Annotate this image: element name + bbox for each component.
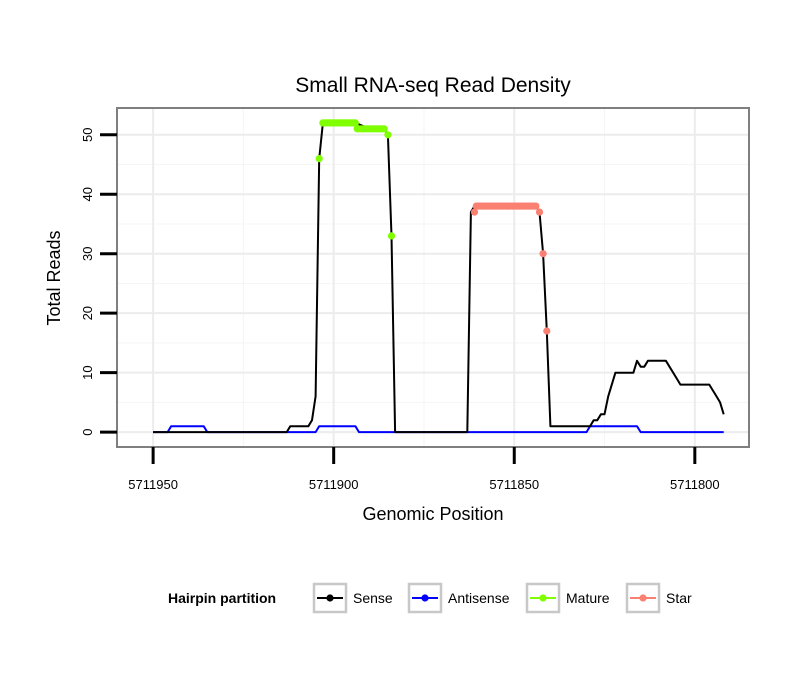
data-point-star: [470, 208, 479, 216]
data-point-star: [535, 208, 544, 216]
x-tick-label: 5711900: [309, 477, 359, 492]
y-tick-label: 20: [80, 306, 95, 320]
legend-title: Hairpin partition: [168, 590, 276, 606]
plot-panel: [117, 108, 749, 447]
x-axis-label: Genomic Position: [362, 504, 503, 524]
grid: [117, 108, 749, 447]
x-tick-label: 5711950: [128, 477, 178, 492]
legend-key-marker: [639, 594, 647, 602]
data-point-mature: [351, 119, 359, 127]
legend-item-mature: Mature: [525, 582, 610, 614]
y-tick-label: 10: [80, 365, 95, 379]
plot-border: [116, 107, 750, 448]
legend-label: Sense: [353, 590, 393, 606]
legend-key-marker: [539, 594, 547, 602]
y-tick-label: 40: [80, 187, 95, 201]
legend-label: Antisense: [448, 590, 510, 606]
y-axis: 0 10 20 30 40 50: [80, 128, 117, 436]
legend-key-marker: [326, 594, 334, 602]
data-point-mature: [384, 131, 392, 139]
x-axis: 5711950 5711900 5711850 5711800: [128, 447, 720, 492]
x-tick-label: 5711800: [670, 477, 720, 492]
data-point-mature: [315, 155, 323, 163]
legend-key-marker: [421, 594, 429, 602]
legend-item-star: Star: [625, 582, 692, 614]
y-tick-label: 0: [80, 429, 95, 436]
chart-title: Small RNA-seq Read Density: [295, 74, 571, 97]
data-point-star: [532, 202, 540, 210]
x-tick-label: 5711850: [489, 477, 539, 492]
legend-item-sense: Sense: [312, 582, 393, 614]
data-point-mature: [380, 125, 388, 133]
y-tick-label: 50: [80, 128, 95, 142]
data-point-star: [543, 327, 551, 335]
legend-label: Star: [666, 590, 692, 606]
y-axis-label: Total Reads: [44, 230, 64, 325]
legend-item-antisense: Antisense: [407, 582, 510, 614]
legend: Hairpin partition Sense Antisense Mature St…: [168, 582, 692, 614]
series-layer: [153, 119, 725, 434]
y-tick-label: 30: [80, 246, 95, 260]
data-point-mature: [387, 232, 396, 240]
data-point-star: [539, 250, 547, 258]
legend-label: Mature: [566, 590, 610, 606]
